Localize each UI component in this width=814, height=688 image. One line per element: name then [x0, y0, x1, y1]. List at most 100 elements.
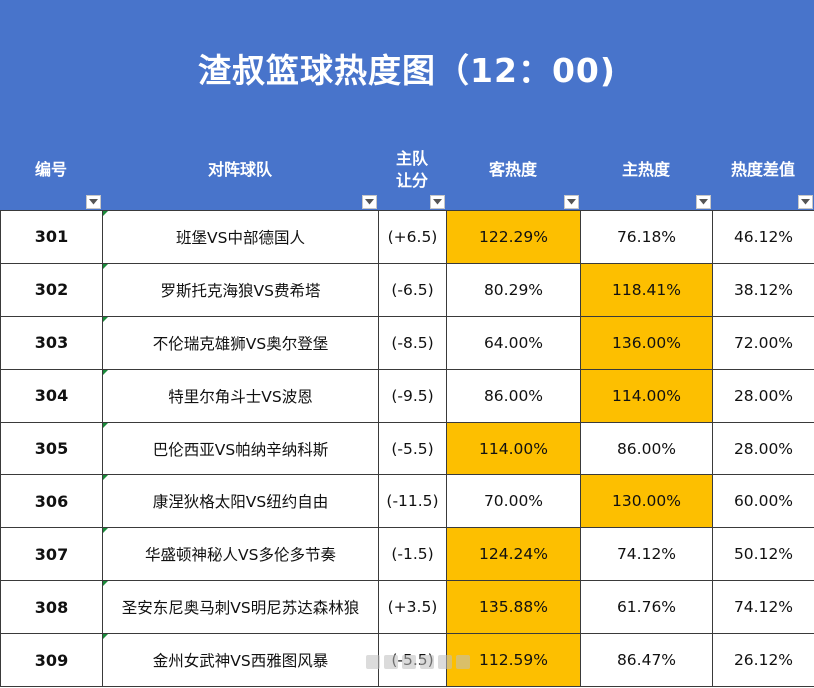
table-row: 306 康涅狄格太阳VS纽约自由 (-11.5) 70.00% 130.00% 60.00… — [0, 474, 814, 529]
cell-home-heat[interactable]: 76.18% — [580, 210, 713, 264]
cell-diff[interactable]: 28.00% — [712, 421, 814, 476]
cell-id[interactable]: 306 — [0, 474, 103, 529]
table-row: 301 班堡VS中部德国人 (+6.5) 122.29% 76.18% 46.12% — [0, 210, 814, 264]
sheet-title: 渣叔篮球热度图（12：00) — [198, 51, 616, 90]
cell-match[interactable]: 华盛顿神秘人VS多伦多节奏 — [102, 527, 379, 582]
cell-home-heat[interactable]: 130.00% — [580, 474, 713, 529]
cell-match-text: 圣安东尼奥马刺VS明尼苏达森林狼 — [121, 599, 360, 618]
cell-home-heat[interactable]: 118.41% — [580, 262, 713, 317]
cell-match-text: 班堡VS中部德国人 — [176, 228, 305, 247]
cell-id[interactable]: 308 — [0, 580, 103, 635]
cell-handicap[interactable]: (-8.5) — [378, 315, 447, 370]
filter-dropdown-handicap[interactable] — [430, 195, 445, 209]
cell-away-heat[interactable]: 86.00% — [446, 368, 581, 423]
filter-dropdown-away-heat[interactable] — [564, 195, 579, 209]
cell-diff[interactable]: 60.00% — [712, 474, 814, 529]
cell-diff[interactable]: 50.12% — [712, 527, 814, 582]
cell-away-heat[interactable]: 114.00% — [446, 421, 581, 476]
cell-id[interactable]: 309 — [0, 633, 103, 688]
cell-match-text: 巴伦西亚VS帕纳辛纳科斯 — [152, 440, 329, 459]
col-header-id: 编号 — [34, 160, 67, 179]
dropdown-filter-icon — [567, 199, 576, 205]
table-row: 307 华盛顿神秘人VS多伦多节奏 (-1.5) 124.24% 74.12% 50.12… — [0, 527, 814, 582]
cell-away-heat[interactable]: 135.88% — [446, 580, 581, 635]
cell-id[interactable]: 301 — [0, 210, 103, 264]
heat-table: 301 班堡VS中部德国人 (+6.5) 122.29% 76.18% 46.12% 302… — [0, 210, 814, 688]
table-row: 302 罗斯托克海狼VS费希塔 (-6.5) 80.29% 118.41% 38.12% — [0, 262, 814, 317]
watermark-overlay — [366, 650, 474, 674]
cell-diff[interactable]: 26.12% — [712, 633, 814, 688]
cell-home-heat[interactable]: 136.00% — [580, 315, 713, 370]
cell-match-text: 康涅狄格太阳VS纽约自由 — [152, 493, 329, 512]
cell-id[interactable]: 302 — [0, 262, 103, 317]
cell-home-heat[interactable]: 114.00% — [580, 368, 713, 423]
col-header-handicap: 主队 让分 — [378, 148, 446, 192]
comment-marker-icon — [103, 370, 108, 375]
filter-dropdown-home-heat[interactable] — [696, 195, 711, 209]
cell-match-text: 特里尔角斗士VS波恩 — [168, 387, 313, 406]
cell-home-heat[interactable]: 74.12% — [580, 527, 713, 582]
cell-away-heat[interactable]: 80.29% — [446, 262, 581, 317]
cell-match[interactable]: 金州女武神VS西雅图风暴 — [102, 633, 379, 688]
cell-handicap[interactable]: (-5.5) — [378, 421, 447, 476]
cell-match-text: 不伦瑞克雄狮VS奥尔登堡 — [152, 334, 329, 353]
cell-handicap[interactable]: (-1.5) — [378, 527, 447, 582]
col-header-home-heat: 主热度 — [621, 160, 670, 179]
cell-home-heat[interactable]: 61.76% — [580, 580, 713, 635]
cell-match[interactable]: 罗斯托克海狼VS费希塔 — [102, 262, 379, 317]
col-header-diff: 热度差值 — [730, 160, 795, 179]
cell-id[interactable]: 307 — [0, 527, 103, 582]
cell-diff[interactable]: 46.12% — [712, 210, 814, 264]
cell-away-heat[interactable]: 122.29% — [446, 210, 581, 264]
cell-handicap[interactable]: (-9.5) — [378, 368, 447, 423]
dropdown-filter-icon — [89, 199, 98, 205]
cell-match[interactable]: 特里尔角斗士VS波恩 — [102, 368, 379, 423]
cell-home-heat[interactable]: 86.47% — [580, 633, 713, 688]
col-header-away-heat: 客热度 — [488, 160, 537, 179]
cell-id[interactable]: 304 — [0, 368, 103, 423]
dropdown-filter-icon — [365, 199, 374, 205]
table-row: 303 不伦瑞克雄狮VS奥尔登堡 (-8.5) 64.00% 136.00% 72.00% — [0, 315, 814, 370]
table-row: 305 巴伦西亚VS帕纳辛纳科斯 (-5.5) 114.00% 86.00% 28.00% — [0, 421, 814, 476]
cell-match[interactable]: 班堡VS中部德国人 — [102, 210, 379, 264]
col-header-handicap-line1: 主队 — [395, 149, 428, 168]
col-header-handicap-line2: 让分 — [395, 171, 428, 190]
comment-marker-icon — [103, 317, 108, 322]
comment-marker-icon — [103, 475, 108, 481]
comment-marker-icon — [103, 581, 108, 587]
dropdown-filter-icon — [433, 199, 442, 205]
table-row: 308 圣安东尼奥马刺VS明尼苏达森林狼 (+3.5) 135.88% 61.76% 74… — [0, 580, 814, 635]
cell-diff[interactable]: 72.00% — [712, 315, 814, 370]
filter-dropdown-id[interactable] — [86, 195, 101, 209]
cell-match-text: 金州女武神VS西雅图风暴 — [152, 652, 329, 671]
cell-match-text: 华盛顿神秘人VS多伦多节奏 — [145, 546, 336, 565]
comment-marker-icon — [103, 264, 108, 269]
cell-away-heat[interactable]: 70.00% — [446, 474, 581, 529]
col-header-match: 对阵球队 — [207, 160, 272, 179]
comment-marker-icon — [103, 211, 108, 216]
cell-diff[interactable]: 28.00% — [712, 368, 814, 423]
filter-dropdown-match[interactable] — [362, 195, 377, 209]
cell-handicap[interactable]: (+3.5) — [378, 580, 447, 635]
cell-home-heat[interactable]: 86.00% — [580, 421, 713, 476]
cell-match[interactable]: 圣安东尼奥马刺VS明尼苏达森林狼 — [102, 580, 379, 635]
filter-dropdown-diff[interactable] — [798, 195, 813, 209]
cell-match[interactable]: 巴伦西亚VS帕纳辛纳科斯 — [102, 421, 379, 476]
cell-handicap[interactable]: (-11.5) — [378, 474, 447, 529]
cell-diff[interactable]: 74.12% — [712, 580, 814, 635]
dropdown-filter-icon — [801, 199, 810, 205]
table-row: 304 特里尔角斗士VS波恩 (-9.5) 86.00% 114.00% 28.00% — [0, 368, 814, 423]
cell-away-heat[interactable]: 64.00% — [446, 315, 581, 370]
cell-id[interactable]: 305 — [0, 421, 103, 476]
cell-diff[interactable]: 38.12% — [712, 262, 814, 317]
cell-match[interactable]: 康涅狄格太阳VS纽约自由 — [102, 474, 379, 529]
dropdown-filter-icon — [699, 199, 708, 205]
cell-match[interactable]: 不伦瑞克雄狮VS奥尔登堡 — [102, 315, 379, 370]
cell-away-heat[interactable]: 124.24% — [446, 527, 581, 582]
header-band: 渣叔篮球热度图（12：00) 编号 对阵球队 主队 让分 客热度 主热度 热度差… — [0, 0, 814, 210]
cell-match-text: 罗斯托克海狼VS费希塔 — [160, 281, 321, 300]
cell-handicap[interactable]: (+6.5) — [378, 210, 447, 264]
cell-id[interactable]: 303 — [0, 315, 103, 370]
cell-handicap[interactable]: (-6.5) — [378, 262, 447, 317]
